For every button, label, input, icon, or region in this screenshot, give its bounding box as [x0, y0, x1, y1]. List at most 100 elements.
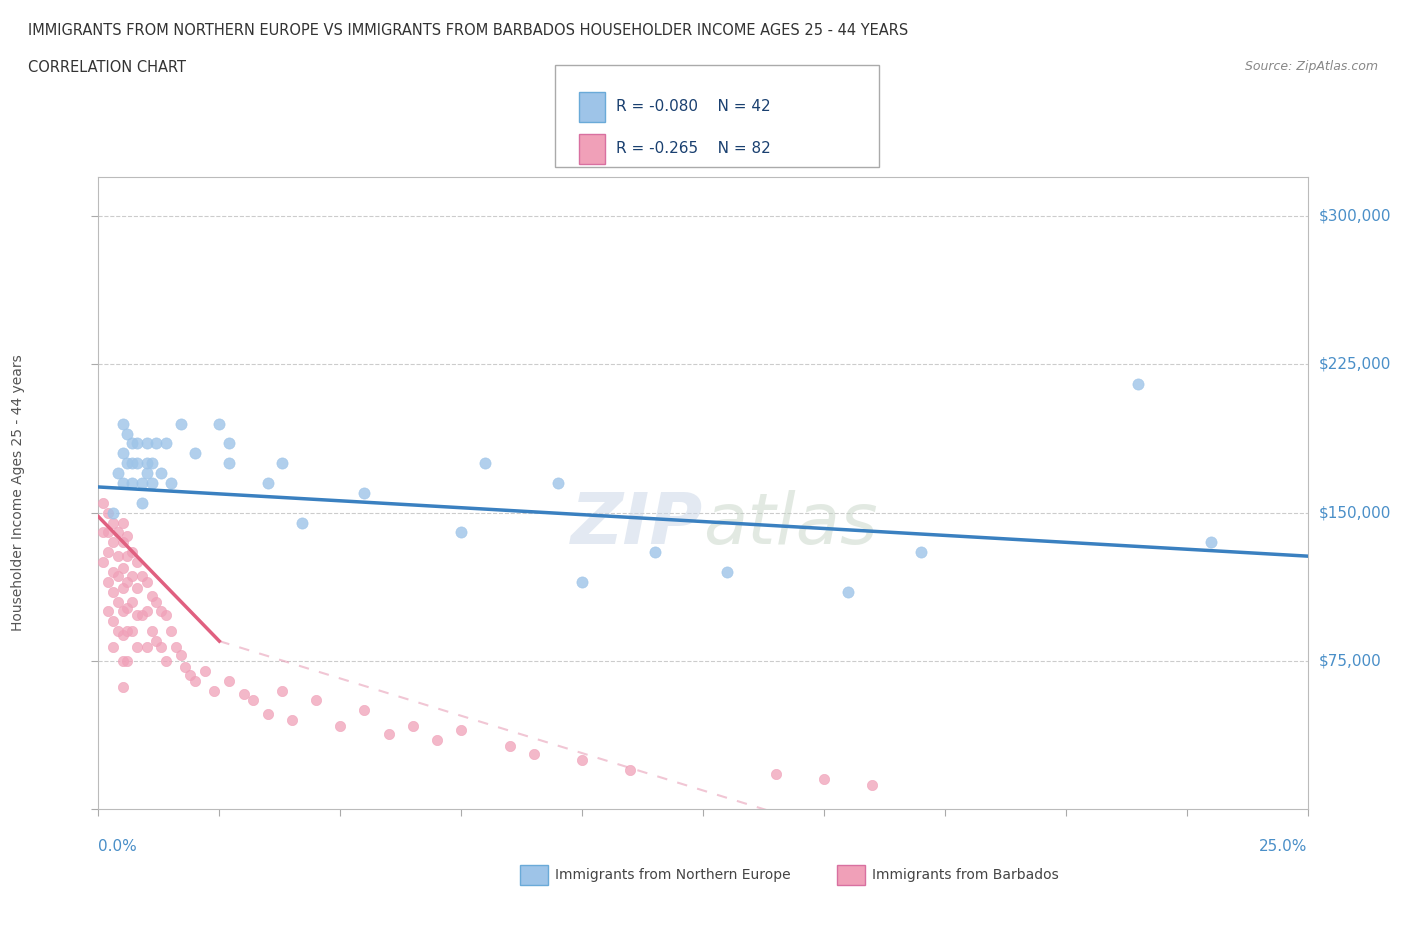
Text: Immigrants from Northern Europe: Immigrants from Northern Europe [555, 868, 792, 883]
Point [121, 456, 143, 471]
Point [281, 712, 304, 727]
Point [131, 568, 153, 583]
Text: IMMIGRANTS FROM NORTHERN EUROPE VS IMMIGRANTS FROM BARBADOS HOUSEHOLDER INCOME A: IMMIGRANTS FROM NORTHERN EUROPE VS IMMIG… [28, 23, 908, 38]
Point [150, 466, 173, 481]
Point [97, 545, 120, 560]
Point [169, 647, 191, 662]
Point [107, 624, 129, 639]
Point [97, 505, 120, 520]
Text: Householder Income Ages 25 - 44 years: Householder Income Ages 25 - 44 years [11, 354, 25, 631]
Text: R = -0.265    N = 82: R = -0.265 N = 82 [616, 141, 770, 156]
Point [498, 738, 520, 753]
Point [135, 456, 157, 471]
Point [208, 417, 231, 432]
Point [242, 693, 264, 708]
Point [1199, 535, 1222, 550]
Point [1128, 377, 1150, 392]
Point [160, 624, 183, 639]
Point [111, 417, 134, 432]
Point [256, 707, 278, 722]
Point [117, 456, 139, 471]
Point [155, 654, 177, 669]
Point [121, 568, 143, 583]
Point [101, 584, 124, 599]
Point [107, 594, 129, 609]
Point [145, 594, 167, 609]
Point [290, 515, 312, 530]
Point [256, 475, 278, 490]
Point [204, 683, 226, 698]
Point [174, 659, 197, 674]
Point [131, 608, 153, 623]
Point [141, 588, 163, 603]
Point [141, 456, 163, 471]
Point [111, 654, 134, 669]
Point [111, 580, 134, 595]
Point [117, 549, 139, 564]
Text: CORRELATION CHART: CORRELATION CHART [28, 60, 186, 75]
Point [111, 515, 134, 530]
Point [402, 719, 425, 734]
Point [127, 554, 149, 569]
Point [218, 436, 240, 451]
Point [97, 604, 120, 619]
Point [101, 505, 124, 520]
Point [127, 436, 149, 451]
Point [111, 535, 134, 550]
Point [184, 673, 207, 688]
Point [716, 565, 738, 579]
Point [644, 545, 666, 560]
Point [155, 436, 177, 451]
Point [111, 445, 134, 460]
Point [135, 466, 157, 481]
Point [97, 575, 120, 590]
Point [232, 687, 254, 702]
Point [523, 746, 546, 761]
Point [135, 604, 157, 619]
Point [860, 777, 883, 792]
Point [426, 733, 449, 748]
Point [571, 575, 593, 590]
Text: 25.0%: 25.0% [1260, 839, 1308, 854]
Point [131, 496, 153, 511]
Point [121, 594, 143, 609]
Point [127, 456, 149, 471]
Text: $150,000: $150,000 [1319, 505, 1391, 520]
Text: ZIP: ZIP [571, 490, 703, 559]
Point [117, 600, 139, 615]
Point [765, 766, 787, 781]
Point [150, 640, 173, 655]
Point [117, 426, 139, 441]
Point [101, 614, 124, 629]
Text: 0.0%: 0.0% [98, 839, 138, 854]
Point [474, 456, 496, 471]
Point [450, 723, 472, 737]
Point [547, 475, 569, 490]
Point [131, 475, 153, 490]
Point [101, 565, 124, 579]
Point [121, 475, 143, 490]
Point [121, 624, 143, 639]
Point [271, 456, 294, 471]
Text: R = -0.080    N = 42: R = -0.080 N = 42 [616, 100, 770, 114]
Point [184, 445, 207, 460]
Text: Source: ZipAtlas.com: Source: ZipAtlas.com [1244, 60, 1378, 73]
Point [271, 683, 294, 698]
Point [121, 436, 143, 451]
Point [117, 575, 139, 590]
Point [107, 568, 129, 583]
Point [107, 549, 129, 564]
Text: $300,000: $300,000 [1319, 208, 1391, 224]
Point [141, 475, 163, 490]
Point [194, 663, 217, 678]
Point [135, 436, 157, 451]
Point [111, 679, 134, 694]
Point [169, 417, 191, 432]
Point [218, 456, 240, 471]
Point [305, 693, 328, 708]
Text: Immigrants from Barbados: Immigrants from Barbados [872, 868, 1059, 883]
Point [218, 673, 240, 688]
Point [145, 633, 167, 648]
Point [111, 628, 134, 643]
Point [150, 604, 173, 619]
